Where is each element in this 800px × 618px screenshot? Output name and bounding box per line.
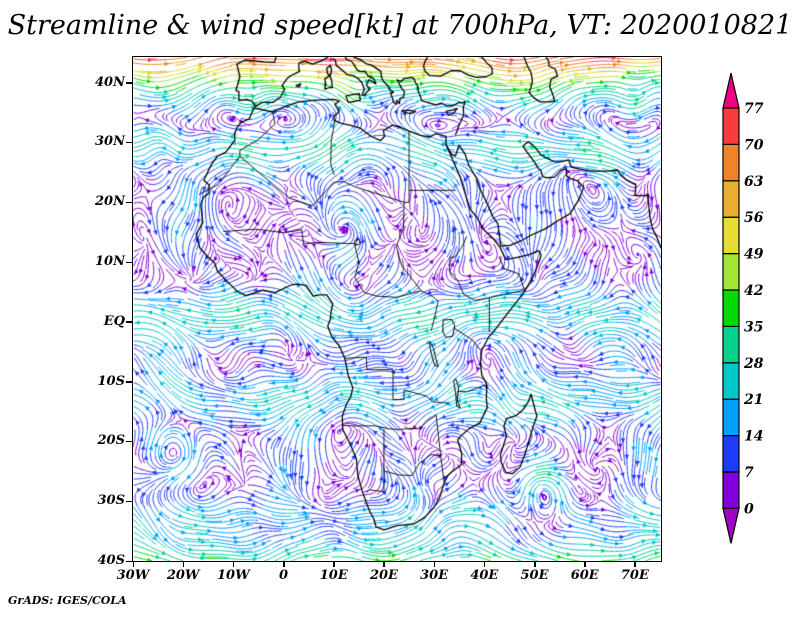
lat-tick-mark <box>126 321 132 323</box>
lon-tick-mark <box>534 561 536 567</box>
lon-tick-label: 70E <box>620 568 649 583</box>
lat-tick-label: 40N <box>95 74 125 90</box>
lon-tick-label: 50E <box>520 568 549 583</box>
lat-tick-mark <box>126 440 132 443</box>
lat-tick-label: 20N <box>95 194 125 210</box>
lon-tick-mark <box>283 561 285 567</box>
lon-tick-label: 40E <box>470 568 499 583</box>
lat-tick-label: 20S <box>97 433 125 449</box>
lon-tick-mark <box>584 561 586 567</box>
colorbar-label: 28 <box>743 356 764 372</box>
lon-tick-mark <box>333 561 335 567</box>
colorbar-label: 77 <box>744 101 764 117</box>
colorbar-label: 35 <box>744 319 763 335</box>
lon-tick-label: 10E <box>319 568 348 583</box>
colorbar-legend: 77 70 63 56 49 42 35 28 21 14 7 0 <box>713 63 788 555</box>
colorbar-segment <box>722 143 740 182</box>
colorbar-label: 14 <box>744 429 763 445</box>
lat-tick-mark <box>126 201 132 204</box>
streamline-canvas <box>132 56 661 561</box>
colorbar-label: 56 <box>744 210 764 226</box>
lat-tick-mark <box>126 261 132 264</box>
colorbar-segment <box>722 362 740 400</box>
lon-tick-mark <box>132 561 134 567</box>
lat-tick-mark <box>126 381 132 383</box>
lon-tick-mark <box>433 561 436 567</box>
lat-tick-label: 10S <box>97 373 125 389</box>
lon-tick-label: 30W <box>116 568 150 583</box>
lon-tick-label: 20E <box>369 568 398 583</box>
lon-tick-label: 0 <box>279 568 289 583</box>
colorbar-label: 63 <box>744 174 764 190</box>
colorbar-segment <box>722 253 740 291</box>
lat-tick-label: EQ <box>103 313 125 329</box>
lon-tick-mark <box>634 561 636 567</box>
lon-tick-mark <box>232 561 235 567</box>
colorbar-segment <box>722 435 740 473</box>
map-frame <box>131 55 662 562</box>
lat-tick-label: 30S <box>97 493 125 509</box>
attribution-text: GrADS: IGES/COLA <box>8 594 127 607</box>
lon-tick-label: 60E <box>570 568 599 583</box>
colorbar-label: 49 <box>744 247 764 263</box>
colorbar-segment <box>722 325 740 364</box>
colorbar-segment <box>722 107 740 146</box>
lat-tick-label: 40S <box>97 553 125 568</box>
colorbar-segment <box>722 289 740 328</box>
lon-tick-mark <box>383 561 385 567</box>
colorbar-above-arrow <box>722 72 740 109</box>
colorbar-segment <box>722 471 740 510</box>
lat-tick-mark <box>126 560 132 562</box>
lat-tick-mark <box>126 141 132 144</box>
lon-tick-label: 20W <box>166 568 200 583</box>
lon-tick-mark <box>483 561 486 567</box>
colorbar-label: 21 <box>743 392 763 408</box>
colorbar-segment <box>722 216 740 255</box>
lat-tick-mark <box>126 500 132 503</box>
colorbar-below-arrow <box>722 507 740 544</box>
colorbar-label: 0 <box>744 501 754 517</box>
colorbar-segment <box>722 398 740 437</box>
colorbar-segment <box>722 180 740 218</box>
lon-tick-label: 10W <box>217 568 250 583</box>
colorbar-label: 70 <box>744 137 764 153</box>
colorbar-label: 7 <box>744 465 754 481</box>
lat-tick-label: 10N <box>95 254 125 270</box>
plot-title: Streamline & wind speed[kt] at 700hPa, V… <box>7 10 793 41</box>
lat-tick-mark <box>126 82 132 84</box>
lon-tick-label: 30E <box>420 568 449 583</box>
colorbar-label: 42 <box>744 283 764 299</box>
lat-tick-label: 30N <box>95 134 125 150</box>
lon-tick-mark <box>182 561 185 567</box>
